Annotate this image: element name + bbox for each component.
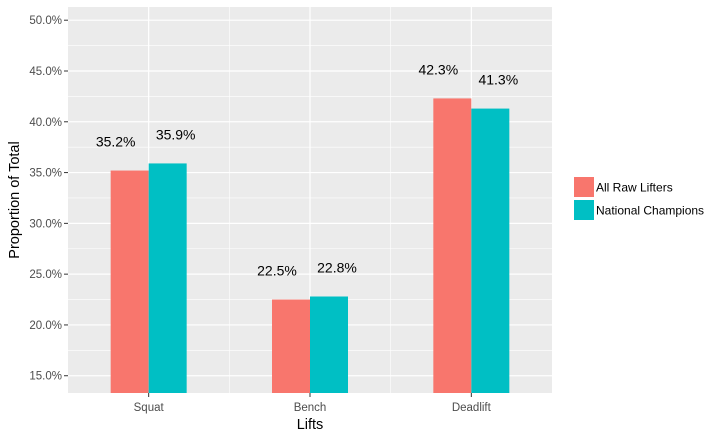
bar-bench-series-1 xyxy=(272,299,310,393)
bar-deadlift-series-1 xyxy=(433,98,472,393)
y-tick-label: 40.0% xyxy=(29,117,62,129)
y-tick-label: 30.0% xyxy=(29,218,62,230)
bar-squat-series-1 xyxy=(110,170,149,393)
y-tick-label: 50.0% xyxy=(29,15,62,27)
bar-squat-series-2 xyxy=(148,163,187,393)
data-label: 35.2% xyxy=(96,134,136,150)
data-label: 41.3% xyxy=(478,72,518,88)
legend: All Raw Lifters National Champions xyxy=(574,177,704,220)
legend-key xyxy=(574,177,594,197)
x-axis: Squat Bench Deadlift xyxy=(134,393,492,414)
data-labels: 35.2% 22.5% 42.3% 35.9% 22.8% 41.3% xyxy=(96,61,518,278)
bar-deadlift-series-2 xyxy=(471,108,510,393)
x-tick-label: Deadlift xyxy=(452,402,492,414)
bar-bench-series-2 xyxy=(310,296,348,393)
y-tick-label: 20.0% xyxy=(29,320,62,332)
y-axis: 15.0% 20.0% 25.0% 30.0% 35.0% 40.0% 45.0% 50.0% xyxy=(29,15,68,383)
y-tick-label: 45.0% xyxy=(29,66,62,78)
y-tick-label: 15.0% xyxy=(29,371,62,383)
bars xyxy=(110,98,510,393)
x-tick-label: Bench xyxy=(294,402,327,414)
legend-key xyxy=(574,200,594,220)
data-label: 42.3% xyxy=(418,61,458,77)
data-label: 22.8% xyxy=(317,260,357,276)
x-tick-label: Squat xyxy=(134,402,165,414)
y-axis-title: Proportion of Total xyxy=(7,141,23,258)
data-label: 35.9% xyxy=(156,126,196,142)
data-label: 22.5% xyxy=(257,263,297,279)
legend-label: National Champions xyxy=(596,204,704,218)
y-tick-label: 35.0% xyxy=(29,168,62,180)
legend-label: All Raw Lifters xyxy=(596,181,673,195)
y-tick-label: 25.0% xyxy=(29,269,62,281)
x-axis-title: Lifts xyxy=(297,417,324,433)
